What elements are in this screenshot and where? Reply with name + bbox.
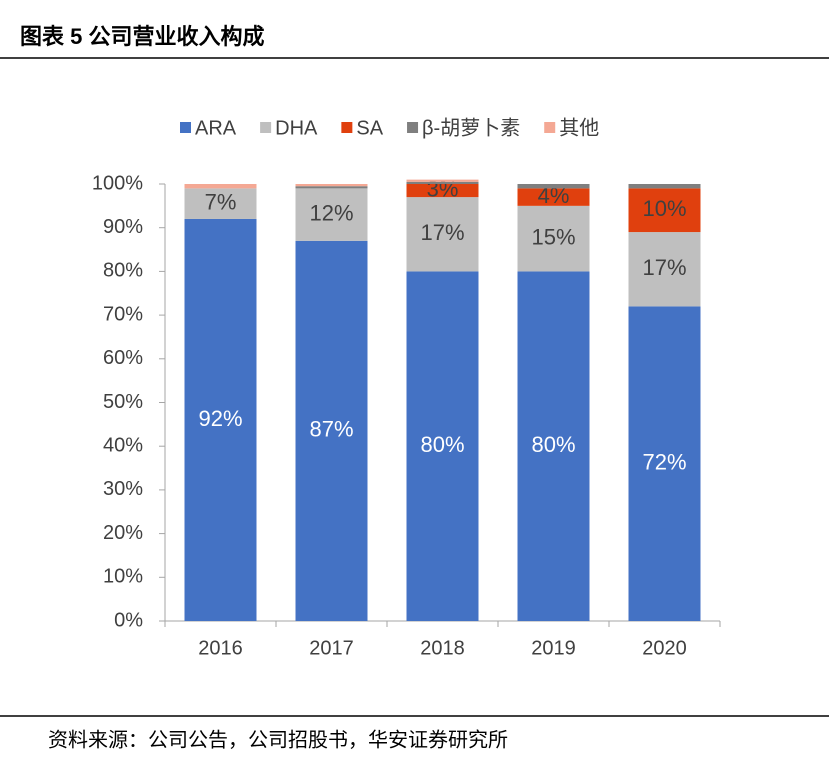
- bar-segment: [517, 188, 590, 206]
- bar-segment: [628, 306, 701, 621]
- data-label: 7%: [205, 189, 237, 214]
- bar-segment: [406, 271, 479, 621]
- bar-segment: [184, 188, 257, 219]
- y-tick-label: 30%: [103, 478, 143, 500]
- legend-label: DHA: [275, 117, 318, 139]
- data-label: 87%: [309, 417, 353, 442]
- y-tick-label: 40%: [103, 434, 143, 456]
- legend-label: 其他: [559, 116, 599, 139]
- legend-swatch: [407, 122, 419, 133]
- data-label: 72%: [642, 449, 686, 474]
- y-tick-label: 60%: [103, 347, 143, 369]
- source-note: 资料来源：公司公告，公司招股书，华安证券研究所: [48, 728, 508, 751]
- legend-swatch: [544, 122, 556, 133]
- bar-segment: [295, 240, 368, 621]
- legend-swatch: [341, 122, 353, 133]
- x-tick-label: 2019: [531, 637, 576, 659]
- legend-swatch: [180, 122, 191, 133]
- bar-segment: [517, 271, 590, 621]
- x-tick-label: 2020: [642, 637, 687, 659]
- bar-segment: [628, 232, 701, 307]
- data-label: 80%: [531, 432, 575, 457]
- bar-segment: [406, 179, 479, 182]
- legend-label: β-胡萝卜素: [422, 116, 520, 139]
- bar-segment: [406, 181, 479, 184]
- x-tick-label: 2018: [420, 637, 465, 659]
- bar-segment: [184, 218, 257, 621]
- y-tick-label: 10%: [103, 566, 143, 588]
- y-tick-label: 70%: [103, 303, 143, 325]
- legend-label: SA: [356, 117, 383, 139]
- data-label: 15%: [531, 224, 575, 249]
- figure-title: 图表 5 公司营业收入构成: [20, 24, 264, 49]
- data-label: 17%: [420, 220, 464, 245]
- bar-segment: [295, 184, 368, 187]
- bar-segment: [628, 184, 701, 189]
- bar-segment: [517, 205, 590, 272]
- y-tick-label: 0%: [114, 609, 143, 631]
- bar-segment: [295, 188, 368, 241]
- data-label: 12%: [309, 200, 353, 225]
- bar-segment: [517, 184, 590, 189]
- legend-label: ARA: [195, 117, 237, 139]
- bar-segment: [628, 188, 701, 233]
- x-tick-label: 2016: [198, 637, 243, 659]
- bar-segment: [406, 197, 479, 272]
- y-tick-label: 50%: [103, 391, 143, 413]
- data-label: 17%: [642, 255, 686, 280]
- data-label: 10%: [642, 196, 686, 221]
- data-label: 92%: [198, 406, 242, 431]
- data-label: 80%: [420, 432, 464, 457]
- bar-segment: [406, 184, 479, 198]
- x-tick-label: 2017: [309, 637, 354, 659]
- y-tick-label: 100%: [92, 172, 143, 194]
- legend-swatch: [260, 122, 272, 133]
- y-tick-label: 80%: [103, 260, 143, 282]
- y-tick-label: 90%: [103, 216, 143, 238]
- y-tick-label: 20%: [103, 522, 143, 544]
- bar-segment: [184, 184, 257, 189]
- bar-segment: [295, 186, 368, 189]
